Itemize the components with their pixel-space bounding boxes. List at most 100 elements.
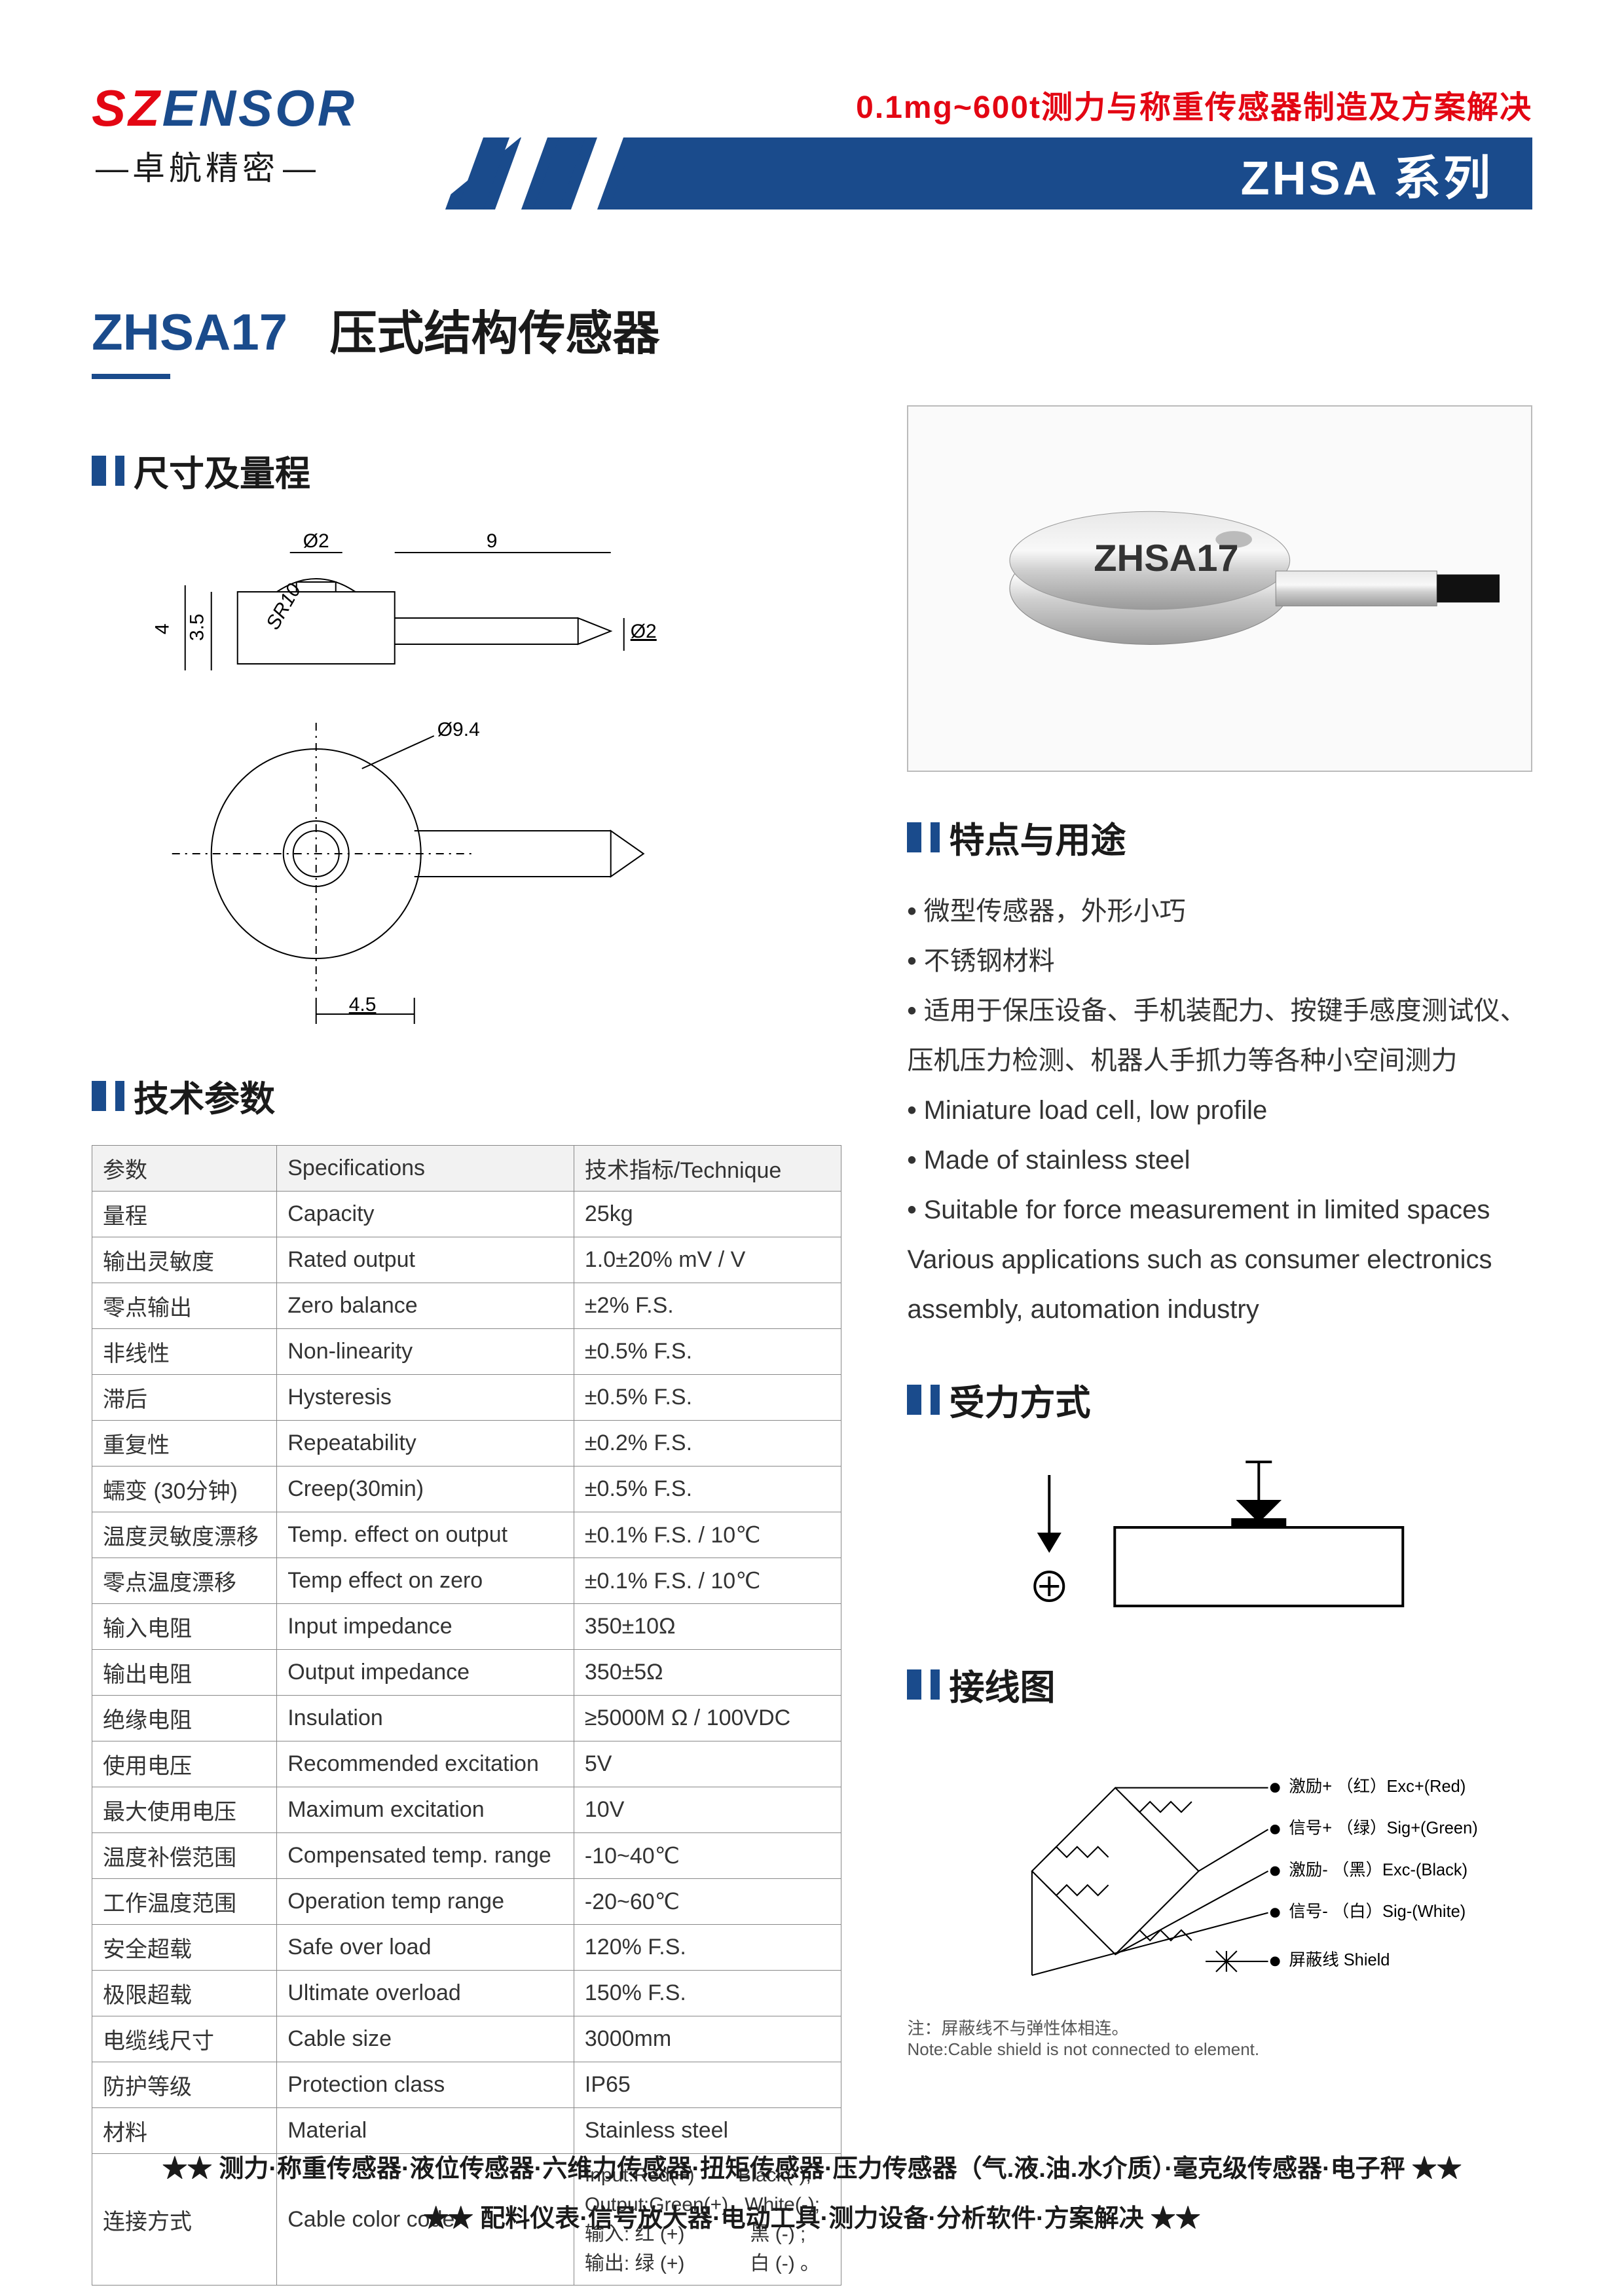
table-row: 非线性Non-linearity±0.5% F.S. bbox=[92, 1329, 841, 1375]
title-underline-icon bbox=[92, 374, 170, 379]
table-cell: Safe over load bbox=[277, 1925, 574, 1971]
table-cell: 最大使用电压 bbox=[92, 1787, 277, 1833]
table-cell: Cable size bbox=[277, 2016, 574, 2062]
table-cell: 绝缘电阻 bbox=[92, 1696, 277, 1741]
svg-text:激励+ （红）Exc+(Red): 激励+ （红）Exc+(Red) bbox=[1289, 1777, 1466, 1796]
table-cell: 1.0±20% mV / V bbox=[574, 1237, 841, 1283]
feature-item: 适用于保压设备、手机装配力、按键手感度测试仪、压机压力检测、机器人手抓力等各种小… bbox=[907, 986, 1532, 1085]
table-row: 安全超载Safe over load120% F.S. bbox=[92, 1925, 841, 1971]
table-cell: Hysteresis bbox=[277, 1375, 574, 1421]
table-cell: ±0.5% F.S. bbox=[574, 1329, 841, 1375]
table-cell: 350±10Ω bbox=[574, 1604, 841, 1650]
wiring-note-cn: 注：屏蔽线不与弹性体相连。 bbox=[907, 2015, 1532, 2039]
footer-line-1: ★★ 测力·称重传感器·液位传感器·六维力传感器·扭矩传感器·压力传感器（气.液… bbox=[0, 2144, 1624, 2194]
table-cell: 输出电阻 bbox=[92, 1650, 277, 1696]
table-cell: 安全超载 bbox=[92, 1925, 277, 1971]
force-diagram bbox=[907, 1449, 1532, 1619]
feature-item: Made of stainless steel bbox=[907, 1135, 1532, 1185]
table-cell: 防护等级 bbox=[92, 2062, 277, 2108]
header-slogan: 0.1mg~600t测力与称重传感器制造及方案解决 bbox=[856, 81, 1532, 127]
section-heading-specs: 技术参数 bbox=[92, 1070, 841, 1121]
table-cell: Ultimate overload bbox=[277, 1971, 574, 2016]
table-cell: 蠕变 (30分钟) bbox=[92, 1467, 277, 1512]
table-cell: 10V bbox=[574, 1787, 841, 1833]
table-cell: Rated output bbox=[277, 1237, 574, 1283]
product-code: ZHSA17 bbox=[92, 302, 287, 362]
feature-item: Miniature load cell, low profile bbox=[907, 1085, 1532, 1135]
table-cell: Output impedance bbox=[277, 1650, 574, 1696]
table-cell: 温度补偿范围 bbox=[92, 1833, 277, 1879]
logo-subtitle: 卓航精密 bbox=[92, 142, 357, 189]
logo: SZENSOR 卓航精密 bbox=[92, 79, 357, 189]
table-cell: Protection class bbox=[277, 2062, 574, 2108]
svg-text:Ø2: Ø2 bbox=[303, 530, 329, 552]
table-row: 量程Capacity25kg bbox=[92, 1192, 841, 1237]
page-footer: ★★ 测力·称重传感器·液位传感器·六维力传感器·扭矩传感器·压力传感器（气.液… bbox=[0, 2144, 1624, 2244]
table-row: 最大使用电压Maximum excitation10V bbox=[92, 1787, 841, 1833]
table-row: 工作温度范围Operation temp range-20~60℃ bbox=[92, 1879, 841, 1925]
table-cell: 重复性 bbox=[92, 1421, 277, 1467]
section-title: 受力方式 bbox=[949, 1374, 1090, 1425]
table-cell: 5V bbox=[574, 1741, 841, 1787]
table-cell: Input impedance bbox=[277, 1604, 574, 1650]
table-cell: -10~40℃ bbox=[574, 1833, 841, 1879]
table-cell: Creep(30min) bbox=[277, 1467, 574, 1512]
svg-text:SR10: SR10 bbox=[262, 580, 305, 634]
section-heading-wiring: 接线图 bbox=[907, 1658, 1532, 1710]
table-row: 防护等级Protection classIP65 bbox=[92, 2062, 841, 2108]
table-row: 滞后Hysteresis±0.5% F.S. bbox=[92, 1375, 841, 1421]
table-cell: 极限超载 bbox=[92, 1971, 277, 2016]
svg-text:信号+ （绿）Sig+(Green): 信号+ （绿）Sig+(Green) bbox=[1289, 1819, 1478, 1838]
table-cell: 输入电阻 bbox=[92, 1604, 277, 1650]
wiring-note-en: Note:Cable shield is not connected to el… bbox=[907, 2039, 1532, 2060]
table-cell: Capacity bbox=[277, 1192, 574, 1237]
product-name: 压式结构传感器 bbox=[330, 295, 660, 363]
footer-line-2: ★★ 配料仪表·信号放大器·电动工具·测力设备·分析软件·方案解决 ★★ bbox=[0, 2194, 1624, 2244]
table-cell: 温度灵敏度漂移 bbox=[92, 1512, 277, 1558]
table-cell: Maximum excitation bbox=[277, 1787, 574, 1833]
table-cell: 电缆线尺寸 bbox=[92, 2016, 277, 2062]
series-label: ZHSA 系列 bbox=[1241, 139, 1493, 208]
dimension-drawing: Ø2 9 SR10 4 3.5 Ø2 bbox=[92, 520, 841, 1030]
table-cell: Insulation bbox=[277, 1696, 574, 1741]
table-cell: 输出灵敏度 bbox=[92, 1237, 277, 1283]
svg-text:4: 4 bbox=[152, 623, 174, 634]
spec-table: 参数Specifications技术指标/Technique量程Capacity… bbox=[92, 1145, 841, 2286]
svg-text:9: 9 bbox=[487, 530, 498, 552]
table-row: 蠕变 (30分钟)Creep(30min)±0.5% F.S. bbox=[92, 1467, 841, 1512]
table-cell: ±0.5% F.S. bbox=[574, 1467, 841, 1512]
table-cell: ≥5000M Ω / 100VDC bbox=[574, 1696, 841, 1741]
table-cell: ±0.1% F.S. / 10℃ bbox=[574, 1558, 841, 1604]
table-cell: ±0.1% F.S. / 10℃ bbox=[574, 1512, 841, 1558]
logo-main: SZENSOR bbox=[92, 79, 357, 138]
header-stripes-icon bbox=[432, 137, 648, 210]
svg-text:Ø9.4: Ø9.4 bbox=[437, 719, 480, 740]
table-row: 电缆线尺寸Cable size3000mm bbox=[92, 2016, 841, 2062]
product-photo: ZHSA17 bbox=[907, 405, 1532, 772]
table-cell: Recommended excitation bbox=[277, 1741, 574, 1787]
svg-text:ZHSA17: ZHSA17 bbox=[1094, 538, 1238, 579]
section-title: 特点与用途 bbox=[949, 811, 1126, 863]
table-cell: Temp effect on zero bbox=[277, 1558, 574, 1604]
table-cell: 零点温度漂移 bbox=[92, 1558, 277, 1604]
svg-text:3.5: 3.5 bbox=[187, 613, 208, 641]
page-header: SZENSOR 卓航精密 0.1mg~600t测力与称重传感器制造及方案解决 Z… bbox=[92, 79, 1532, 262]
table-header-cell: 技术指标/Technique bbox=[574, 1146, 841, 1192]
table-cell: 量程 bbox=[92, 1192, 277, 1237]
table-header-cell: Specifications bbox=[277, 1146, 574, 1192]
feature-item: 不锈钢材料 bbox=[907, 936, 1532, 986]
table-row: 温度灵敏度漂移Temp. effect on output±0.1% F.S. … bbox=[92, 1512, 841, 1558]
logo-part-2: ENSOR bbox=[162, 79, 357, 137]
table-row: 重复性Repeatability±0.2% F.S. bbox=[92, 1421, 841, 1467]
table-cell: Repeatability bbox=[277, 1421, 574, 1467]
table-cell: -20~60℃ bbox=[574, 1879, 841, 1925]
table-row: 输出电阻Output impedance350±5Ω bbox=[92, 1650, 841, 1696]
svg-text:4.5: 4.5 bbox=[349, 994, 377, 1015]
table-header-cell: 参数 bbox=[92, 1146, 277, 1192]
table-cell: 滞后 bbox=[92, 1375, 277, 1421]
section-heading-features: 特点与用途 bbox=[907, 811, 1532, 863]
table-row: 极限超载Ultimate overload150% F.S. bbox=[92, 1971, 841, 2016]
table-row: 输入电阻Input impedance350±10Ω bbox=[92, 1604, 841, 1650]
wiring-note: 注：屏蔽线不与弹性体相连。 Note:Cable shield is not c… bbox=[907, 2015, 1532, 2060]
svg-text:屏蔽线 Shield: 屏蔽线 Shield bbox=[1289, 1951, 1390, 1969]
